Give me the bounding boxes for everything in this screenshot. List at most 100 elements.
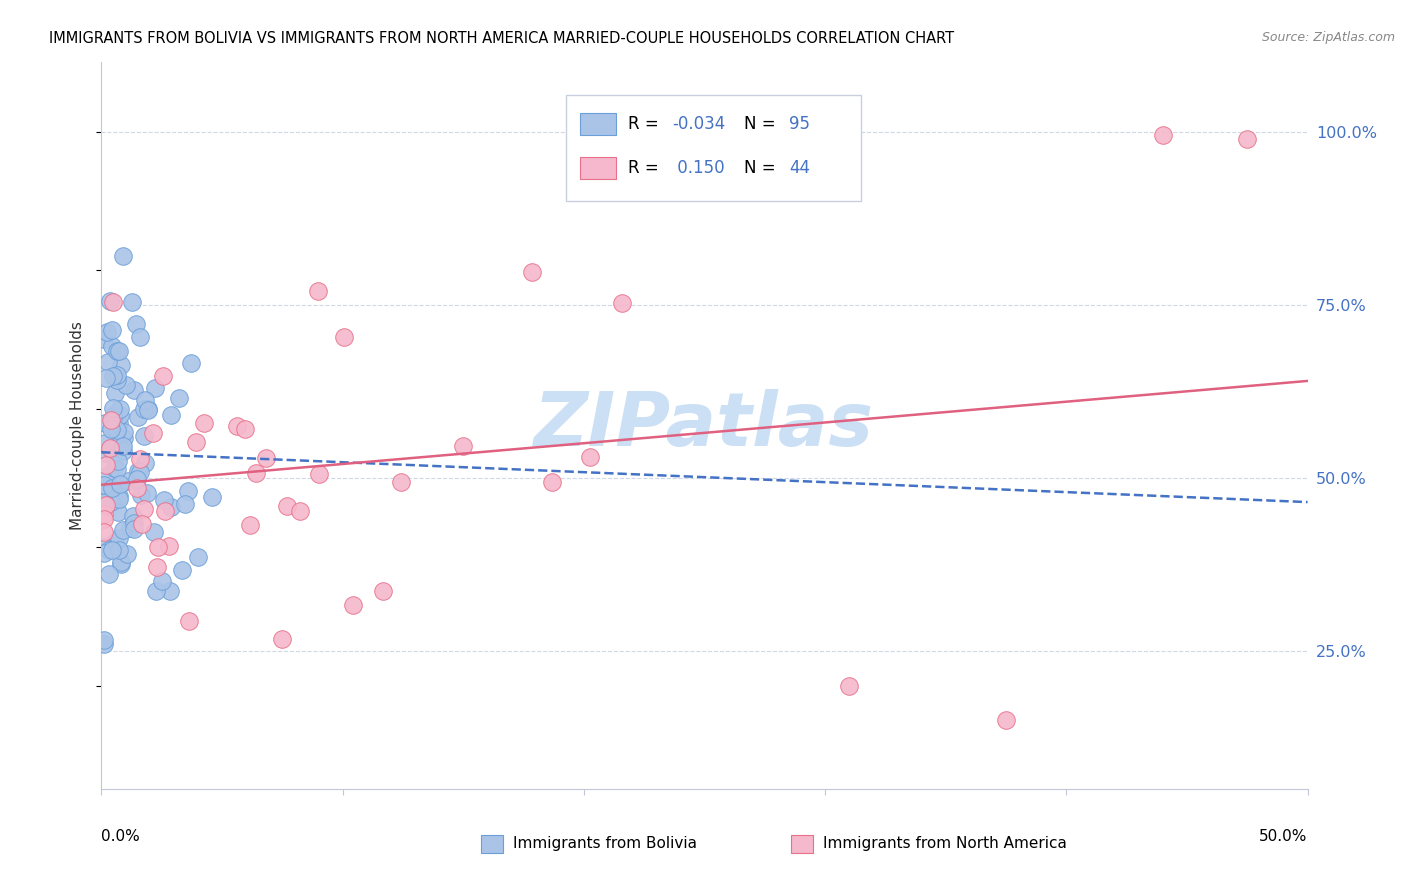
Y-axis label: Married-couple Households: Married-couple Households xyxy=(70,321,86,531)
Text: 0.0%: 0.0% xyxy=(101,830,141,845)
Point xyxy=(108,489,131,503)
Point xyxy=(122,384,145,398)
Point xyxy=(101,368,124,383)
Point xyxy=(610,295,633,310)
Point xyxy=(111,249,134,263)
Point xyxy=(93,637,115,651)
Text: Immigrants from North America: Immigrants from North America xyxy=(823,837,1067,852)
Point xyxy=(100,442,122,456)
Text: IMMIGRANTS FROM BOLIVIA VS IMMIGRANTS FROM NORTH AMERICA MARRIED-COUPLE HOUSEHOL: IMMIGRANTS FROM BOLIVIA VS IMMIGRANTS FR… xyxy=(49,31,955,46)
Point xyxy=(172,563,194,577)
Point xyxy=(125,317,148,331)
Bar xyxy=(581,157,616,178)
Text: R =: R = xyxy=(628,159,665,177)
Point xyxy=(100,413,122,427)
Point xyxy=(105,462,128,476)
Point xyxy=(134,392,156,407)
Point xyxy=(167,391,190,405)
Point xyxy=(136,485,159,500)
Point xyxy=(120,521,142,535)
Point xyxy=(101,338,124,352)
Point xyxy=(103,408,125,422)
Point xyxy=(93,541,115,555)
Point xyxy=(150,574,173,588)
Point xyxy=(98,566,121,581)
Point xyxy=(308,467,330,482)
Point xyxy=(122,522,145,536)
Point xyxy=(111,443,134,458)
Point xyxy=(187,549,209,564)
Point xyxy=(112,425,135,439)
Point xyxy=(93,633,115,648)
Point xyxy=(108,343,131,358)
Point xyxy=(371,583,394,598)
Point xyxy=(145,584,167,599)
Point xyxy=(131,516,153,531)
Point xyxy=(94,417,117,431)
Point xyxy=(276,499,298,513)
Point xyxy=(100,495,122,509)
Bar xyxy=(481,835,503,853)
Text: N =: N = xyxy=(744,115,782,133)
Text: 44: 44 xyxy=(789,159,810,177)
Point xyxy=(105,423,128,437)
Point xyxy=(105,368,128,382)
Point xyxy=(226,419,249,434)
Point xyxy=(110,557,132,571)
Point xyxy=(96,325,118,339)
Point xyxy=(143,381,166,395)
Point xyxy=(93,478,115,492)
Point xyxy=(134,456,156,470)
Point xyxy=(96,458,118,472)
Point xyxy=(201,491,224,505)
Point xyxy=(104,427,127,442)
Point xyxy=(270,632,292,646)
Point xyxy=(142,524,165,539)
Point xyxy=(107,417,129,431)
Point xyxy=(94,436,117,450)
Point xyxy=(288,504,311,518)
Point xyxy=(111,523,134,537)
Point xyxy=(245,467,267,481)
Point xyxy=(108,409,131,423)
Point xyxy=(125,472,148,486)
Point xyxy=(342,599,364,613)
Point xyxy=(180,356,202,370)
Point xyxy=(177,483,200,498)
Point xyxy=(129,452,152,467)
Point xyxy=(93,546,115,560)
Point xyxy=(100,542,122,557)
Text: -0.034: -0.034 xyxy=(672,115,725,133)
Point xyxy=(578,450,600,465)
Point xyxy=(108,531,131,545)
Point xyxy=(136,402,159,417)
Point xyxy=(129,465,152,479)
Point xyxy=(239,517,262,532)
Point xyxy=(97,467,120,482)
Point xyxy=(389,475,412,490)
Point xyxy=(115,547,138,561)
Point xyxy=(103,461,125,475)
Point xyxy=(155,504,177,518)
Point xyxy=(146,560,169,574)
Point xyxy=(93,487,115,501)
Point xyxy=(97,543,120,558)
Point xyxy=(108,543,131,558)
Point xyxy=(159,584,181,599)
Point xyxy=(105,344,128,359)
Point xyxy=(522,265,544,279)
Point xyxy=(995,713,1018,727)
Point xyxy=(104,534,127,549)
Point xyxy=(93,524,115,539)
Point xyxy=(174,497,197,511)
Point xyxy=(307,284,329,298)
Point xyxy=(129,329,152,343)
Point xyxy=(94,498,117,512)
Point xyxy=(451,439,474,453)
Point xyxy=(107,491,129,506)
Point xyxy=(107,454,129,468)
Point xyxy=(153,493,176,508)
Point xyxy=(121,294,143,309)
Point xyxy=(159,409,181,423)
Point xyxy=(98,293,121,308)
